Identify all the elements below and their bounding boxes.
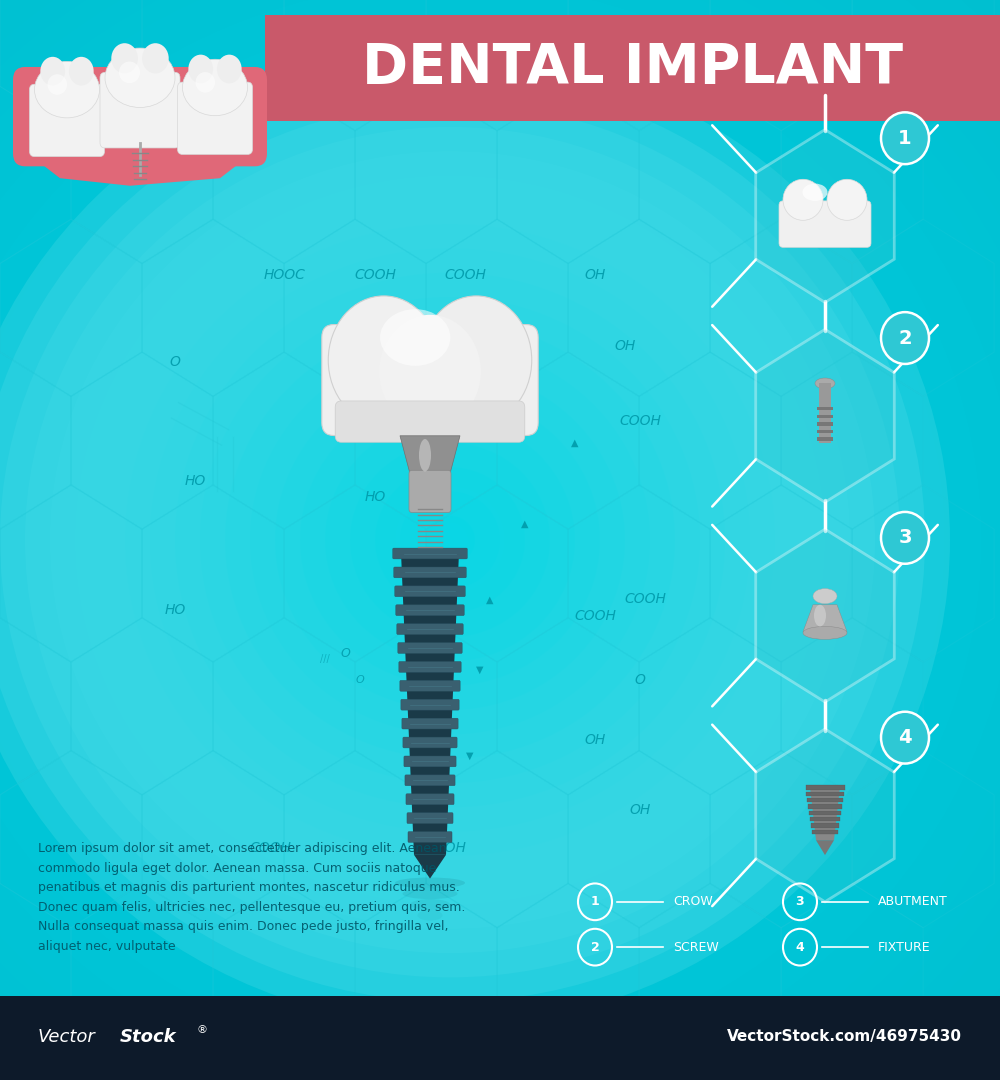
FancyBboxPatch shape	[178, 82, 252, 154]
Text: O: O	[356, 675, 364, 686]
Circle shape	[881, 512, 929, 564]
Text: ///: ///	[320, 653, 330, 664]
Text: ▼: ▼	[466, 751, 474, 761]
FancyBboxPatch shape	[812, 829, 838, 834]
FancyBboxPatch shape	[402, 718, 458, 729]
Ellipse shape	[340, 432, 560, 648]
Text: 3: 3	[796, 895, 804, 908]
Text: 4: 4	[898, 728, 912, 747]
Polygon shape	[756, 329, 894, 502]
Ellipse shape	[410, 899, 450, 909]
Ellipse shape	[250, 346, 650, 734]
Ellipse shape	[248, 342, 652, 738]
Ellipse shape	[175, 272, 725, 808]
Text: ▲: ▲	[571, 437, 579, 448]
Text: HO: HO	[184, 474, 206, 487]
FancyBboxPatch shape	[810, 816, 840, 821]
Circle shape	[881, 312, 929, 364]
Ellipse shape	[0, 54, 950, 1026]
Ellipse shape	[322, 414, 578, 666]
FancyBboxPatch shape	[322, 324, 538, 435]
FancyBboxPatch shape	[819, 383, 831, 443]
Ellipse shape	[395, 877, 465, 888]
FancyBboxPatch shape	[397, 623, 463, 634]
Ellipse shape	[102, 198, 798, 882]
Ellipse shape	[125, 224, 775, 855]
Text: 1: 1	[898, 129, 912, 148]
Ellipse shape	[100, 200, 800, 880]
Polygon shape	[816, 840, 834, 855]
Ellipse shape	[300, 394, 600, 686]
Polygon shape	[401, 552, 459, 855]
Text: COOH: COOH	[444, 269, 486, 282]
Ellipse shape	[34, 62, 100, 118]
Ellipse shape	[150, 248, 750, 832]
Polygon shape	[756, 529, 894, 702]
FancyBboxPatch shape	[779, 201, 871, 247]
Ellipse shape	[120, 216, 780, 864]
FancyBboxPatch shape	[408, 832, 452, 842]
Ellipse shape	[803, 626, 847, 639]
Text: O: O	[340, 647, 350, 660]
Circle shape	[881, 712, 929, 764]
Ellipse shape	[275, 369, 625, 711]
Ellipse shape	[119, 62, 140, 83]
FancyBboxPatch shape	[13, 67, 267, 166]
FancyBboxPatch shape	[817, 430, 833, 433]
Ellipse shape	[0, 103, 900, 977]
Polygon shape	[756, 130, 894, 302]
FancyBboxPatch shape	[404, 756, 456, 767]
FancyBboxPatch shape	[807, 798, 843, 802]
Text: 2: 2	[898, 328, 912, 348]
Ellipse shape	[75, 175, 825, 905]
Text: COOH: COOH	[249, 841, 291, 854]
Ellipse shape	[196, 72, 215, 93]
FancyBboxPatch shape	[407, 813, 453, 824]
Ellipse shape	[182, 59, 248, 116]
Ellipse shape	[65, 162, 835, 918]
Ellipse shape	[157, 252, 743, 828]
Ellipse shape	[377, 468, 523, 612]
Text: ®: ®	[197, 1025, 208, 1036]
Text: HO: HO	[164, 604, 186, 617]
FancyBboxPatch shape	[405, 775, 455, 786]
Polygon shape	[414, 855, 446, 879]
Ellipse shape	[69, 57, 94, 85]
Text: CROW: CROW	[673, 895, 713, 908]
Ellipse shape	[175, 270, 725, 810]
Ellipse shape	[105, 49, 175, 108]
Ellipse shape	[10, 108, 890, 972]
Text: OH: OH	[584, 269, 606, 282]
Polygon shape	[810, 786, 840, 840]
FancyBboxPatch shape	[396, 605, 464, 616]
FancyBboxPatch shape	[399, 661, 461, 672]
Text: 3: 3	[898, 528, 912, 548]
FancyBboxPatch shape	[817, 415, 833, 418]
FancyBboxPatch shape	[806, 792, 844, 796]
Text: Vector: Vector	[38, 1028, 96, 1045]
Text: 2: 2	[591, 941, 599, 954]
FancyBboxPatch shape	[403, 737, 457, 747]
Polygon shape	[400, 435, 460, 473]
Ellipse shape	[413, 504, 487, 576]
Ellipse shape	[267, 360, 633, 720]
Ellipse shape	[25, 126, 875, 954]
Ellipse shape	[0, 18, 982, 1062]
Ellipse shape	[375, 467, 525, 612]
Text: HO: HO	[364, 490, 386, 503]
Polygon shape	[25, 81, 255, 186]
